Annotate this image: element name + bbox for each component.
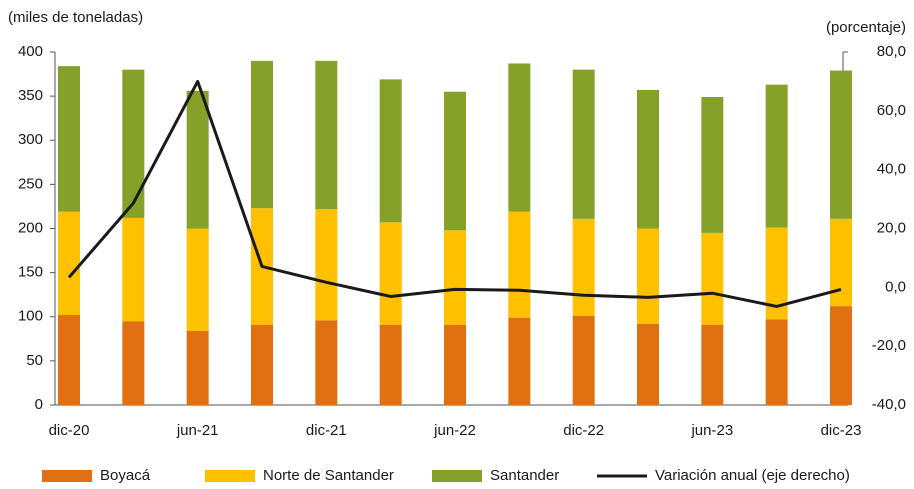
y-tick-label: 200: [18, 219, 43, 236]
x-tick-label: dic-23: [821, 422, 862, 439]
bar: [508, 211, 531, 318]
bar: [58, 66, 80, 212]
y-tick-label: 100: [18, 308, 43, 325]
x-tick-label: jun-22: [433, 422, 476, 439]
bar: [315, 60, 338, 210]
y-tick-label: 50: [26, 352, 43, 369]
y2-tick-label: 40,0: [877, 161, 906, 178]
bar: [186, 330, 209, 405]
bar: [508, 63, 531, 212]
bar: [830, 70, 852, 219]
bar: [830, 218, 852, 307]
y-tick-label: 300: [18, 131, 43, 148]
bar: [444, 230, 466, 325]
legend-label: Boyacá: [100, 467, 151, 484]
y2-tick-label: 0,0: [885, 278, 906, 295]
y2-tick-label: -40,0: [872, 396, 906, 413]
y2-tick-label: 20,0: [877, 219, 906, 236]
y2-axis-label: (porcentaje): [826, 19, 906, 36]
bar: [186, 228, 209, 331]
y2-tick-label: 80,0: [877, 43, 906, 60]
bar: [701, 232, 724, 325]
legend-label: Santander: [490, 467, 559, 484]
bar: [122, 321, 145, 405]
legend-swatch: [205, 470, 255, 482]
legend-swatch: [432, 470, 482, 482]
x-tick-label: dic-22: [563, 422, 604, 439]
bar: [701, 97, 724, 233]
bar: [572, 69, 595, 219]
bar: [315, 320, 338, 405]
bar: [379, 324, 402, 405]
bar: [122, 69, 145, 218]
bar: [637, 89, 659, 229]
x-tick-label: jun-23: [690, 422, 733, 439]
x-tick-label: dic-20: [49, 422, 90, 439]
bar: [379, 79, 402, 223]
y-tick-label: 250: [18, 175, 43, 192]
x-tick-label: jun-21: [176, 422, 219, 439]
legend-label: Variación anual (eje derecho): [655, 467, 850, 484]
y-tick-label: 0: [35, 396, 43, 413]
bar: [765, 227, 788, 320]
y2-tick-label: 60,0: [877, 102, 906, 119]
bar: [251, 324, 273, 405]
bar: [444, 324, 466, 405]
bar: [637, 323, 659, 405]
bar: [572, 315, 595, 405]
y-tick-label: 350: [18, 87, 43, 104]
y-axis-label: (miles de toneladas): [8, 9, 143, 26]
bar: [379, 222, 402, 325]
y-tick-label: 400: [18, 43, 43, 60]
bar: [122, 217, 145, 322]
y-tick-label: 150: [18, 264, 43, 281]
y2-tick-label: -20,0: [872, 337, 906, 354]
bar: [251, 60, 273, 209]
x-tick-label: dic-21: [306, 422, 347, 439]
bar: [186, 90, 209, 229]
legend-swatch: [42, 470, 92, 482]
bar: [315, 209, 338, 321]
line: [67, 79, 842, 308]
bar: [58, 314, 80, 405]
bar: [701, 324, 724, 405]
bar: [508, 317, 531, 405]
bar: [765, 319, 788, 405]
bar: [444, 91, 466, 231]
legend-label: Norte de Santander: [263, 467, 394, 484]
bar: [58, 211, 80, 315]
bar: [572, 218, 595, 316]
bar: [830, 306, 852, 405]
bar: [637, 228, 659, 324]
bar: [765, 84, 788, 228]
